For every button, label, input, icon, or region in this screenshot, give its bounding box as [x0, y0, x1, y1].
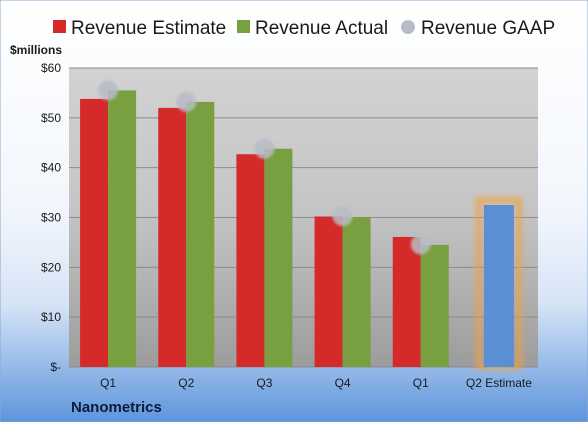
bar-revenue-estimate	[314, 216, 343, 367]
legend-label-revenue-actual: Revenue Actual	[255, 18, 388, 39]
legend-label-revenue-gaap: Revenue GAAP	[421, 18, 555, 39]
bar-revenue-actual	[108, 90, 137, 368]
y-tick-label: $50	[41, 111, 61, 125]
y-tick-label: $-	[50, 360, 61, 374]
y-tick-label: $40	[41, 161, 61, 175]
marker-revenue-gaap	[98, 80, 119, 101]
y-tick-label: $60	[41, 61, 61, 75]
y-tick-label: $10	[41, 310, 61, 324]
x-tick-label: Q1	[413, 376, 429, 390]
legend-swatch-revenue-gaap	[401, 20, 415, 34]
marker-revenue-gaap	[332, 206, 353, 227]
marker-revenue-gaap	[410, 234, 431, 255]
bar-revenue-actual	[420, 244, 449, 367]
x-tick-label: Q1	[100, 376, 116, 390]
bar-revenue-forecast	[483, 205, 514, 367]
y-tick-label: $20	[41, 260, 61, 274]
y-tick-label: $30	[41, 211, 61, 225]
y-axis-unit-label: $millions	[10, 43, 62, 57]
x-tick-label: Q2	[178, 376, 194, 390]
bar-revenue-actual	[264, 148, 293, 367]
x-tick-label: Q4	[335, 376, 351, 390]
bar-revenue-estimate	[80, 98, 109, 367]
y-axis-ticks: $- $10 $20 $30 $40 $50 $60	[41, 61, 61, 374]
marker-revenue-gaap	[176, 91, 197, 112]
bar-revenue-actual	[342, 217, 371, 367]
x-tick-label: Q2 Estimate	[466, 376, 532, 390]
bar-revenue-estimate	[158, 107, 187, 367]
bar-revenue-estimate	[236, 154, 265, 367]
marker-revenue-gaap	[254, 138, 275, 159]
legend-label-revenue-estimate: Revenue Estimate	[71, 18, 226, 39]
legend-swatch-revenue-actual	[237, 20, 250, 33]
bars	[80, 90, 522, 370]
x-axis-ticks: Q1 Q2 Q3 Q4 Q1 Q2 Estimate	[100, 376, 532, 390]
bar-revenue-estimate	[392, 236, 421, 367]
x-tick-label: Q3	[256, 376, 272, 390]
company-name: Nanometrics	[71, 399, 162, 416]
gridlines	[69, 67, 538, 368]
legend: Revenue Estimate Revenue Actual Revenue …	[53, 18, 555, 39]
legend-swatch-revenue-estimate	[53, 20, 66, 33]
gaap-markers	[98, 80, 431, 255]
bar-revenue-actual	[186, 101, 215, 368]
